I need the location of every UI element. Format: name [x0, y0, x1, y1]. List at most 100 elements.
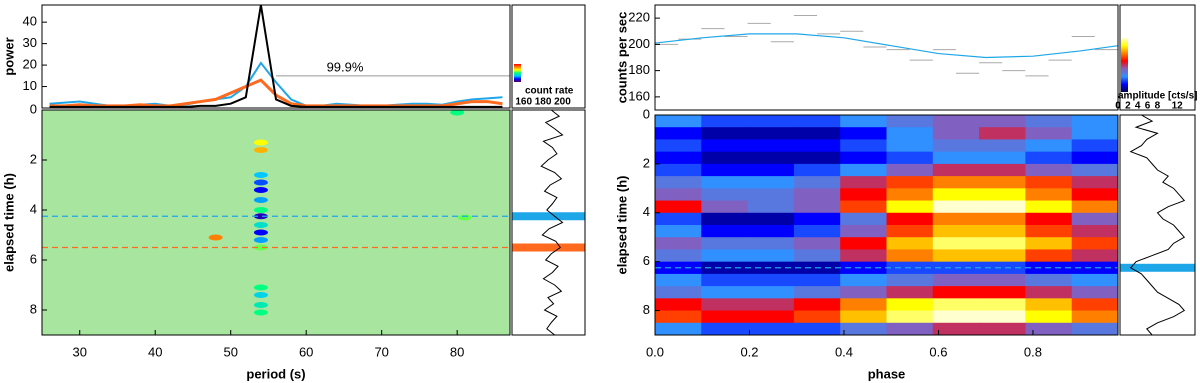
heatmap-cell: [932, 200, 980, 214]
heatmap-cell: [793, 225, 841, 238]
heatmap-cell: [655, 188, 702, 202]
heatmap-cell: [747, 286, 795, 299]
panel-frame: [41, 109, 511, 336]
heatmap-cell: [1025, 163, 1073, 177]
heatmap-cell: [979, 127, 1026, 140]
y-tick-label: 4: [30, 201, 37, 216]
x-tick-label: 0.2: [740, 344, 758, 359]
heatmap-cell: [979, 261, 1026, 275]
power-curve: [49, 78, 503, 108]
y-tick-label: 6: [30, 251, 37, 266]
heatmap-cell: [793, 273, 841, 287]
heatmap-cell: [932, 212, 980, 226]
heatmap-cell: [1025, 286, 1073, 299]
colorbar-label: amplitude [cts/s]: [1118, 91, 1197, 102]
heatmap-spot: [253, 309, 268, 316]
heatmap-cell: [1071, 249, 1119, 263]
x-tick-label: 0.6: [929, 344, 947, 359]
x-tick-label: 80: [450, 344, 464, 359]
heatmap-cell: [886, 310, 934, 324]
heatmap-cell: [655, 115, 702, 128]
colorbar-tick-label: 6: [1145, 101, 1151, 112]
colorbar-tick-label: 8: [1155, 101, 1161, 112]
heatmap-spot: [253, 213, 268, 220]
colorbar: [1121, 38, 1128, 92]
heatmap-cell: [886, 176, 934, 189]
heatmap-cell: [840, 273, 887, 287]
heatmap-cell: [979, 322, 1026, 336]
heatmap-cell: [747, 151, 795, 165]
heatmap-cell: [655, 237, 702, 250]
heatmap-cell: [1025, 176, 1073, 189]
heatmap-cell: [1025, 225, 1073, 238]
heatmap-cell: [1071, 298, 1119, 312]
colorbar-tick-label: 180: [535, 97, 552, 108]
heatmap-cell: [886, 237, 934, 250]
heatmap-cell: [793, 151, 841, 165]
x-tick-label: 40: [148, 344, 162, 359]
heatmap-cell: [793, 115, 841, 128]
heatmap-cell: [886, 188, 934, 202]
heatmap-cell: [979, 286, 1026, 299]
heatmap-cell: [747, 176, 795, 189]
panel-frame: [41, 4, 511, 109]
x-tick-label: 0.8: [1024, 344, 1042, 359]
heatmap-cell: [979, 200, 1026, 214]
heatmap-cell: [1071, 176, 1119, 189]
colorbar-tick-label: 12: [1172, 101, 1184, 112]
heatmap-cell: [701, 249, 749, 263]
heatmap-cell: [840, 188, 887, 202]
light-curve: [1129, 114, 1186, 336]
heatmap-cell: [1025, 188, 1073, 202]
heatmap-cell: [840, 310, 887, 324]
heatmap-cell: [1071, 139, 1119, 153]
y-tick-label: 2: [30, 151, 37, 166]
heatmap-cell: [840, 249, 887, 263]
heatmap-cell: [932, 273, 980, 287]
heatmap-cell: [793, 176, 841, 189]
heatmap-background: [42, 110, 510, 335]
heatmap-cell: [932, 237, 980, 250]
heatmap-cell: [1071, 322, 1119, 336]
y-axis-title: elapsed time (h): [1, 173, 16, 272]
heatmap-cell: [979, 151, 1026, 165]
colorbar-tick-label: 200: [554, 97, 571, 108]
heatmap-cell: [701, 115, 749, 128]
heatmap-cell: [701, 273, 749, 287]
heatmap-cell: [1071, 127, 1119, 140]
heatmap-cell: [979, 212, 1026, 226]
heatmap-cell: [1071, 163, 1119, 177]
fit-curve: [654, 33, 1119, 59]
heatmap-cell: [655, 225, 702, 238]
heatmap-cell: [979, 163, 1026, 177]
heatmap-cell: [793, 310, 841, 324]
heatmap-cell: [655, 139, 702, 153]
heatmap-cell: [793, 163, 841, 177]
heatmap-cell: [701, 322, 749, 336]
heatmap-cell: [1025, 237, 1073, 250]
y-axis-title: counts per sec: [614, 12, 629, 104]
y-tick-label: 160: [628, 88, 650, 103]
heatmap-cell: [1071, 273, 1119, 287]
panel-frame: [654, 4, 1119, 111]
heatmap-cell: [747, 310, 795, 324]
heatmap-cell: [886, 115, 934, 128]
heatmap-cell: [1025, 273, 1073, 287]
y-tick-label: 220: [628, 10, 650, 25]
heatmap-spot: [253, 172, 268, 178]
heatmap-cell: [1025, 322, 1073, 336]
heatmap-spot: [253, 207, 268, 213]
heatmap-cell: [1025, 310, 1073, 324]
heatmap-cell: [747, 273, 795, 287]
colorbar-tick-label: 2: [1125, 101, 1131, 112]
marker-band: [1120, 263, 1195, 272]
heatmap-cell: [655, 151, 702, 165]
heatmap-cell: [1071, 286, 1119, 299]
heatmap-cell: [1071, 188, 1119, 202]
heatmap-cell: [793, 127, 841, 140]
heatmap-cell: [701, 286, 749, 299]
panel-frame: [654, 114, 1119, 336]
heatmap-spot: [253, 147, 268, 153]
heatmap-cell: [932, 151, 980, 165]
